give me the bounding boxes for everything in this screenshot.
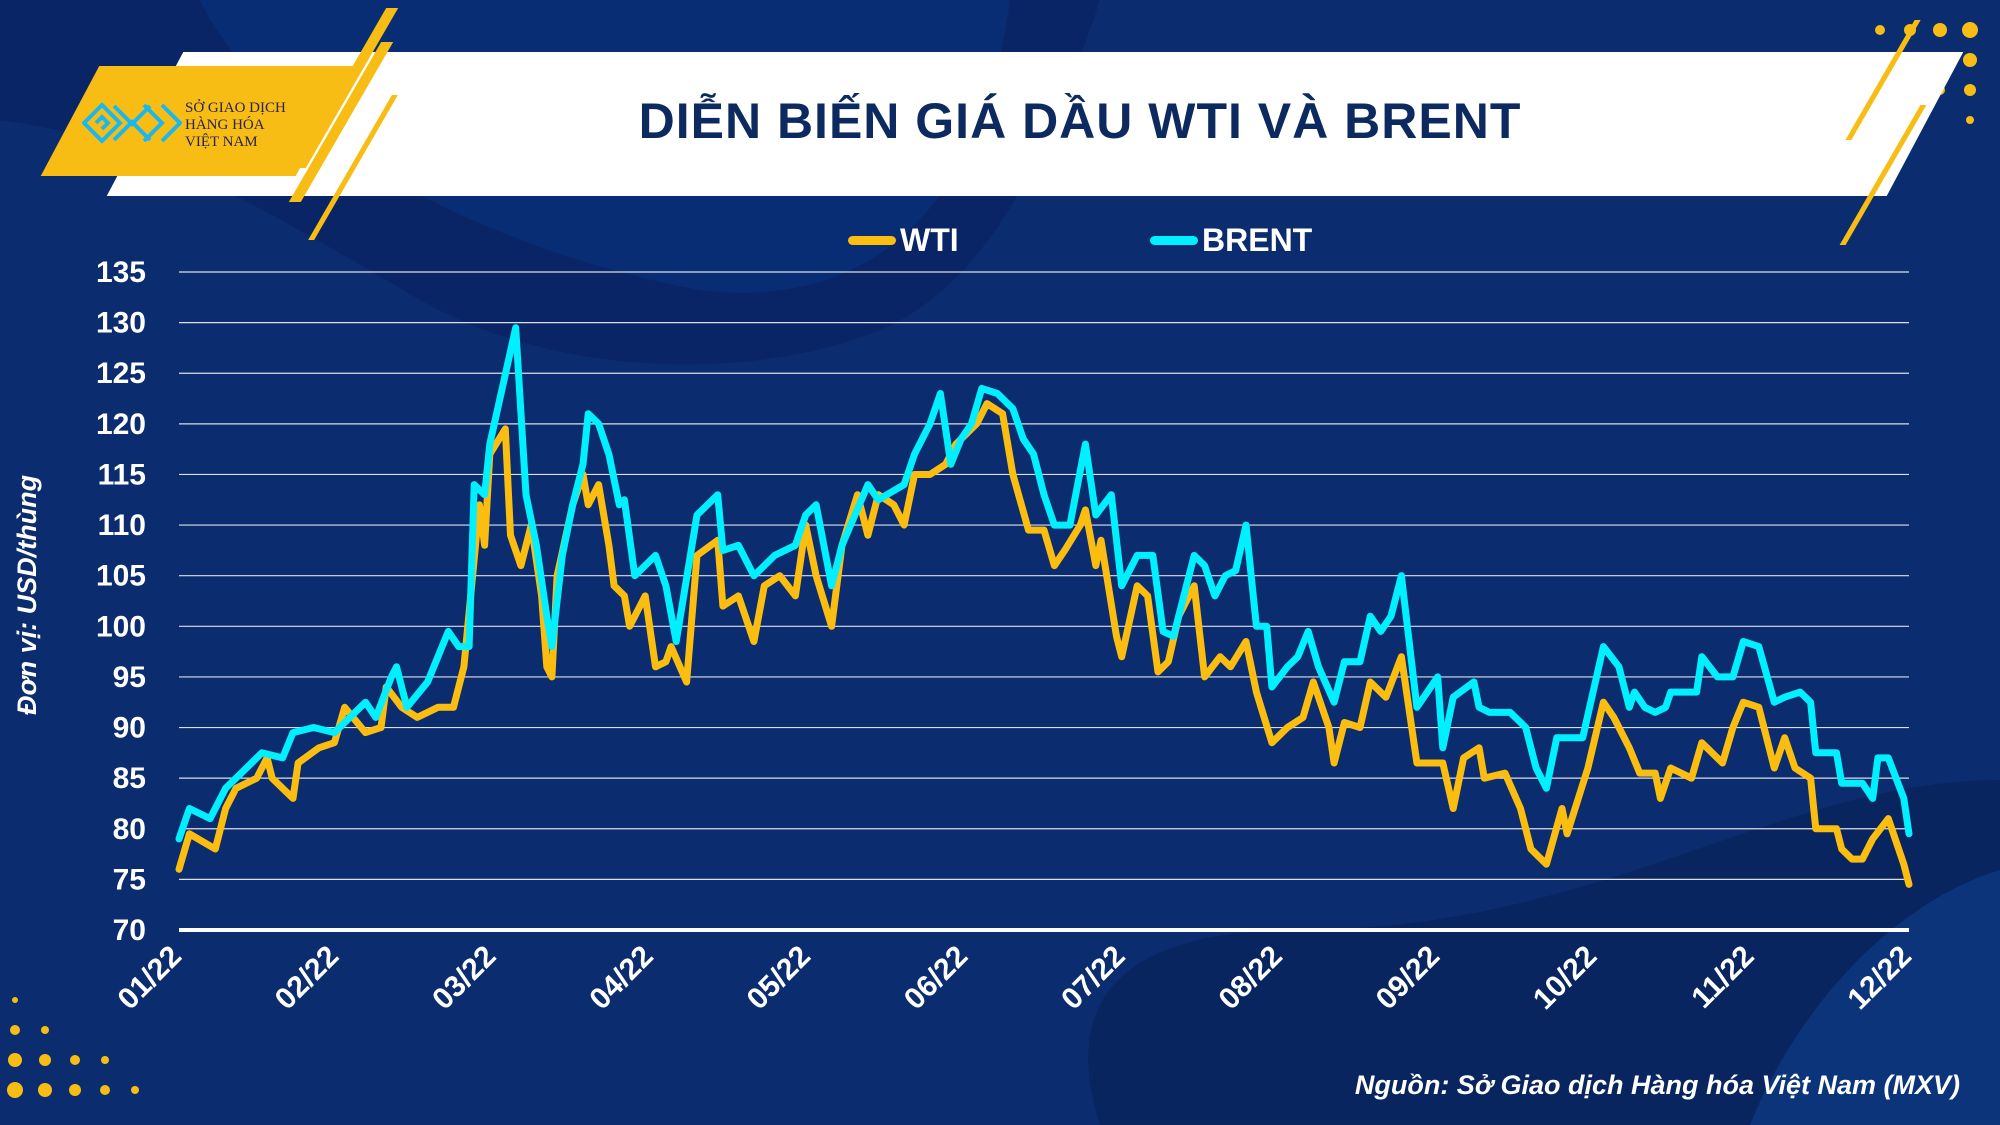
series-line-brent	[175, 324, 1913, 843]
y-tick-label: 120	[96, 408, 146, 441]
source-note: Nguồn: Sở Giao dịch Hàng hóa Việt Nam (M…	[1354, 1070, 1960, 1100]
legend-label-wti: WTI	[900, 222, 959, 258]
x-tick-label: 07/22	[1055, 940, 1131, 1016]
legend-swatch-wti	[848, 236, 896, 245]
logo-line: VIỆT NAM	[185, 134, 258, 150]
chart-title: DIỄN BIẾN GIÁ DẦU WTI VÀ BRENT	[638, 93, 1522, 149]
y-tick-label: 95	[113, 661, 146, 694]
x-tick-label: 04/22	[583, 940, 659, 1016]
x-tick-label: 02/22	[269, 940, 345, 1016]
x-tick-label: 10/22	[1527, 940, 1603, 1016]
y-tick-label: 105	[96, 560, 146, 593]
x-tick-label: 06/22	[898, 940, 974, 1016]
logo-line: SỞ GIAO DỊCH	[185, 100, 286, 116]
y-tick-label: 110	[98, 509, 146, 542]
dot-pattern-bottom-left	[7, 997, 139, 1098]
x-tick-label: 08/22	[1212, 940, 1288, 1016]
x-tick-label: 11/22	[1685, 940, 1760, 1015]
y-tick-label: 115	[98, 458, 146, 491]
logo-line: HÀNG HÓA	[185, 117, 265, 133]
y-tick-label: 100	[96, 610, 146, 643]
legend-label-brent: BRENT	[1202, 222, 1313, 258]
x-tick-label: 12/22	[1842, 940, 1918, 1016]
series-line-wti	[175, 400, 1913, 888]
logo-icon	[82, 102, 182, 144]
y-tick-label: 85	[113, 762, 146, 795]
y-tick-label: 125	[96, 357, 146, 390]
x-tick-label: 09/22	[1370, 940, 1446, 1016]
y-tick-label: 130	[96, 307, 146, 340]
y-tick-label: 90	[113, 712, 146, 745]
legend-item-wti: WTI	[848, 222, 959, 259]
legend-item-brent: BRENT	[1150, 222, 1312, 259]
y-tick-label: 80	[113, 813, 146, 846]
x-tick-label: 03/22	[426, 940, 502, 1016]
logo-text: SỞ GIAO DỊCH HÀNG HÓA VIỆT NAM	[185, 100, 286, 151]
x-tick-label: 05/22	[741, 940, 817, 1016]
y-tick-label: 75	[113, 863, 146, 896]
legend-swatch-brent	[1150, 236, 1198, 245]
y-tick-label: 70	[113, 914, 146, 947]
x-tick-label: 01/22	[112, 940, 188, 1016]
y-tick-label: 135	[96, 256, 146, 289]
